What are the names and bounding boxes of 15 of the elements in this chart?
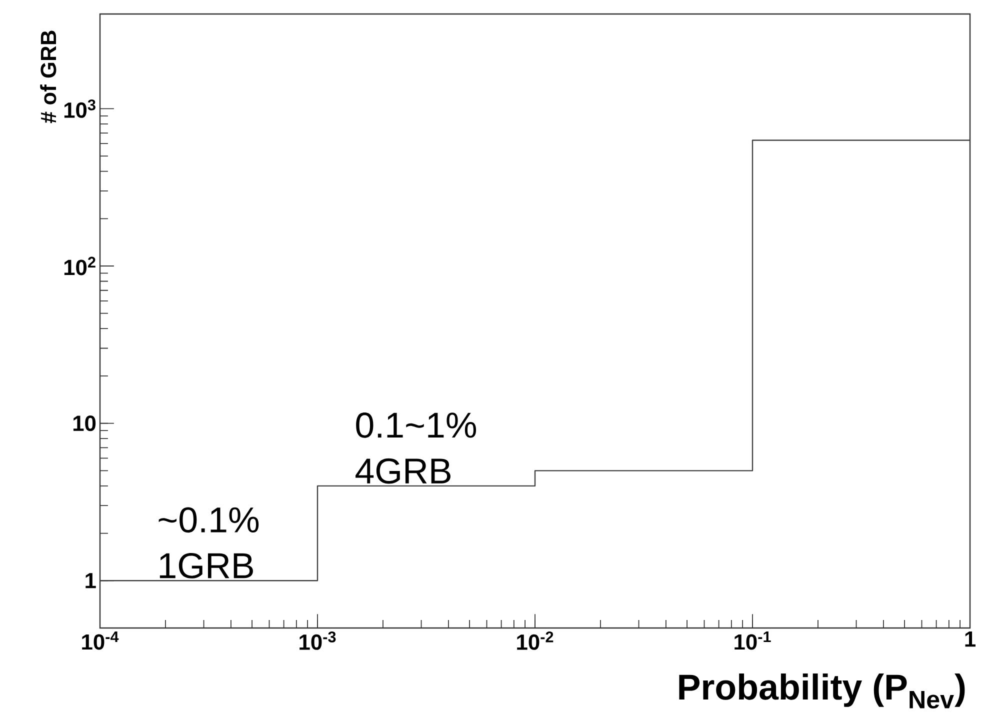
y-tick-label: 10$^{3}$ (64, 99, 96, 118)
x-tick-label: 10$^{-3}$ (300, 632, 336, 650)
y-tick-label: 1 (86, 573, 96, 588)
y-tick-label: 10 (73, 416, 96, 432)
x-tick-label: 10$^{-4}$ (82, 632, 119, 650)
x-tick-label: 10$^{-2}$ (517, 632, 554, 650)
y-axis-title: # of GRB (40, 30, 56, 124)
x-tick-label: 10$^{-1}$ (734, 632, 771, 650)
text: Probability (P$_{Nev}$) (679, 674, 965, 708)
annotation: 0.1~1% (356, 412, 476, 438)
y-tick-label: 10$^{2}$ (64, 256, 96, 276)
annotation: 4GRB (356, 458, 450, 484)
annotation: ~0.1% (158, 507, 259, 533)
annotation: 1GRB (160, 553, 253, 578)
x-tick-label: 1 (965, 632, 976, 647)
